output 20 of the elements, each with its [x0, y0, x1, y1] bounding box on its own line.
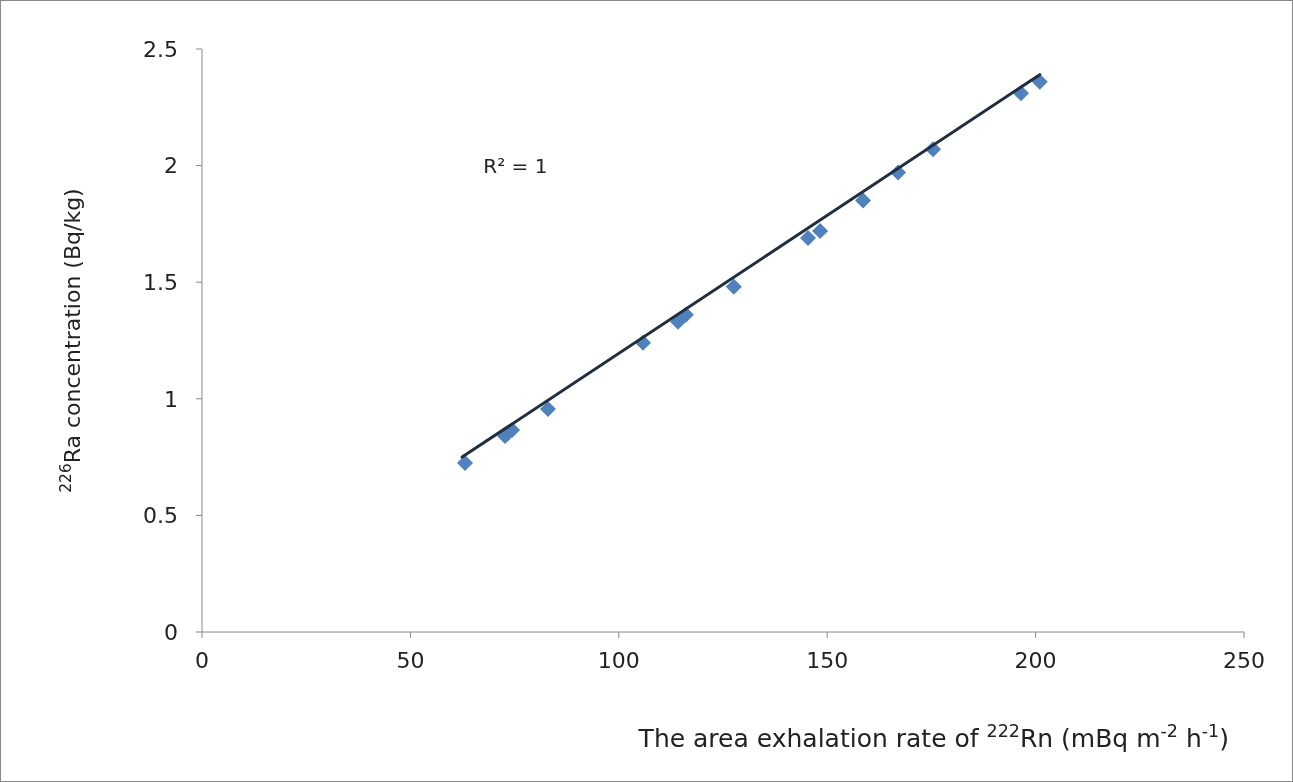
point — [812, 222, 829, 239]
x-tick-label: 0 — [195, 648, 209, 673]
y-tick-label: 0.5 — [143, 503, 178, 529]
point — [457, 454, 473, 471]
point — [855, 192, 872, 209]
x-tick-label: 200 — [1014, 648, 1057, 673]
y-tick-label: 1 — [164, 386, 178, 412]
y-tick-label: 0 — [164, 619, 178, 645]
y-tick-label: 2 — [164, 153, 178, 179]
y-tick-label: 1.5 — [143, 269, 178, 295]
x-axis-title: The area exhalation rate of $^{222}$Rn (mBq m$^{-2}$ h$^{-1}$) — [637, 721, 1229, 753]
point — [725, 278, 742, 295]
annotation: R² = 1 — [483, 153, 548, 178]
x-tick-label: 250 — [1223, 648, 1265, 673]
point — [800, 229, 817, 246]
x-tick-label: 50 — [396, 648, 425, 673]
y-tick-label: 2.5 — [143, 36, 178, 62]
x-tick-label: 100 — [597, 648, 640, 673]
x-tick-label: 150 — [806, 648, 849, 673]
point — [539, 401, 556, 418]
